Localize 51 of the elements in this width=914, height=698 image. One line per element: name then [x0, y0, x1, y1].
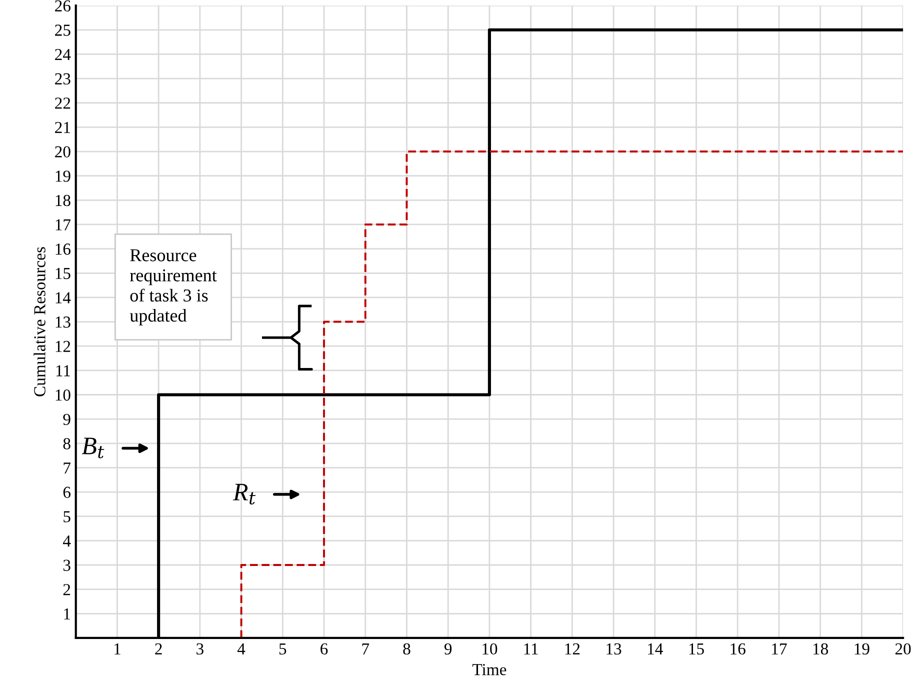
y-tick-label: 2 [63, 584, 70, 596]
annotation: B$_{t}$ [82, 438, 104, 458]
y-tick-label: 7 [64, 462, 71, 474]
y-tick-label: 16 [56, 244, 71, 255]
x-tick-label: 15 [689, 643, 704, 655]
y-tick-label: 4 [62, 535, 71, 546]
x-tick-label: 6 [320, 643, 328, 655]
annotation: Resource requirement of task 3 is updated [130, 249, 217, 326]
y-tick-label: 25 [55, 24, 70, 36]
y-tick-label: 14 [56, 292, 71, 304]
y-tick-label: 13 [56, 316, 70, 328]
x-tick-label: 1 [114, 643, 120, 654]
x-tick-label: 11 [524, 643, 538, 654]
x-tick-label: 13 [606, 643, 622, 655]
y-tick-label: 19 [56, 170, 70, 182]
x-tick-label: 18 [813, 643, 828, 655]
y-tick-label: 6 [63, 486, 71, 498]
x-tick-label: 5 [279, 643, 286, 655]
y-tick-label: 21 [55, 122, 70, 133]
x-tick-label: 8 [403, 643, 410, 655]
y-tick-label: 22 [55, 98, 70, 109]
y-tick-label: 15 [56, 268, 70, 280]
x-tick-label: 14 [648, 643, 663, 654]
y-tick-label: 3 [63, 560, 70, 571]
x-tick-label: 7 [362, 643, 370, 654]
x-axis-title: Time [472, 664, 506, 676]
y-tick-label: 20 [55, 146, 70, 158]
x-tick-label: 17 [772, 643, 787, 654]
y-tick-label: 24 [55, 48, 71, 60]
x-tick-label: 10 [482, 643, 498, 655]
x-tick-label: 20 [895, 643, 911, 655]
y-tick-label: 8 [63, 438, 70, 450]
y-tick-label: 5 [64, 511, 70, 522]
y-axis-title: Cumulative Resources [34, 247, 46, 396]
y-tick-label: 10 [56, 389, 70, 401]
annotation: R$_{t}$ [232, 484, 256, 504]
y-tick-label: 9 [63, 414, 70, 426]
x-tick-label: 9 [444, 643, 452, 655]
x-tick-label: 12 [565, 643, 580, 654]
y-tick-label: 11 [56, 365, 70, 376]
y-tick-label: 17 [56, 219, 71, 230]
x-tick-label: 4 [237, 643, 246, 654]
y-tick-label: 18 [56, 194, 70, 206]
x-tick-label: 3 [196, 643, 204, 655]
x-tick-label: 19 [854, 643, 870, 655]
x-tick-label: 16 [730, 643, 746, 655]
y-tick-label: 26 [55, 0, 71, 12]
y-tick-label: 1 [64, 608, 70, 620]
y-tick-label: 12 [56, 340, 70, 352]
y-tick-label: 23 [55, 73, 70, 84]
x-tick-label: 2 [155, 643, 162, 654]
